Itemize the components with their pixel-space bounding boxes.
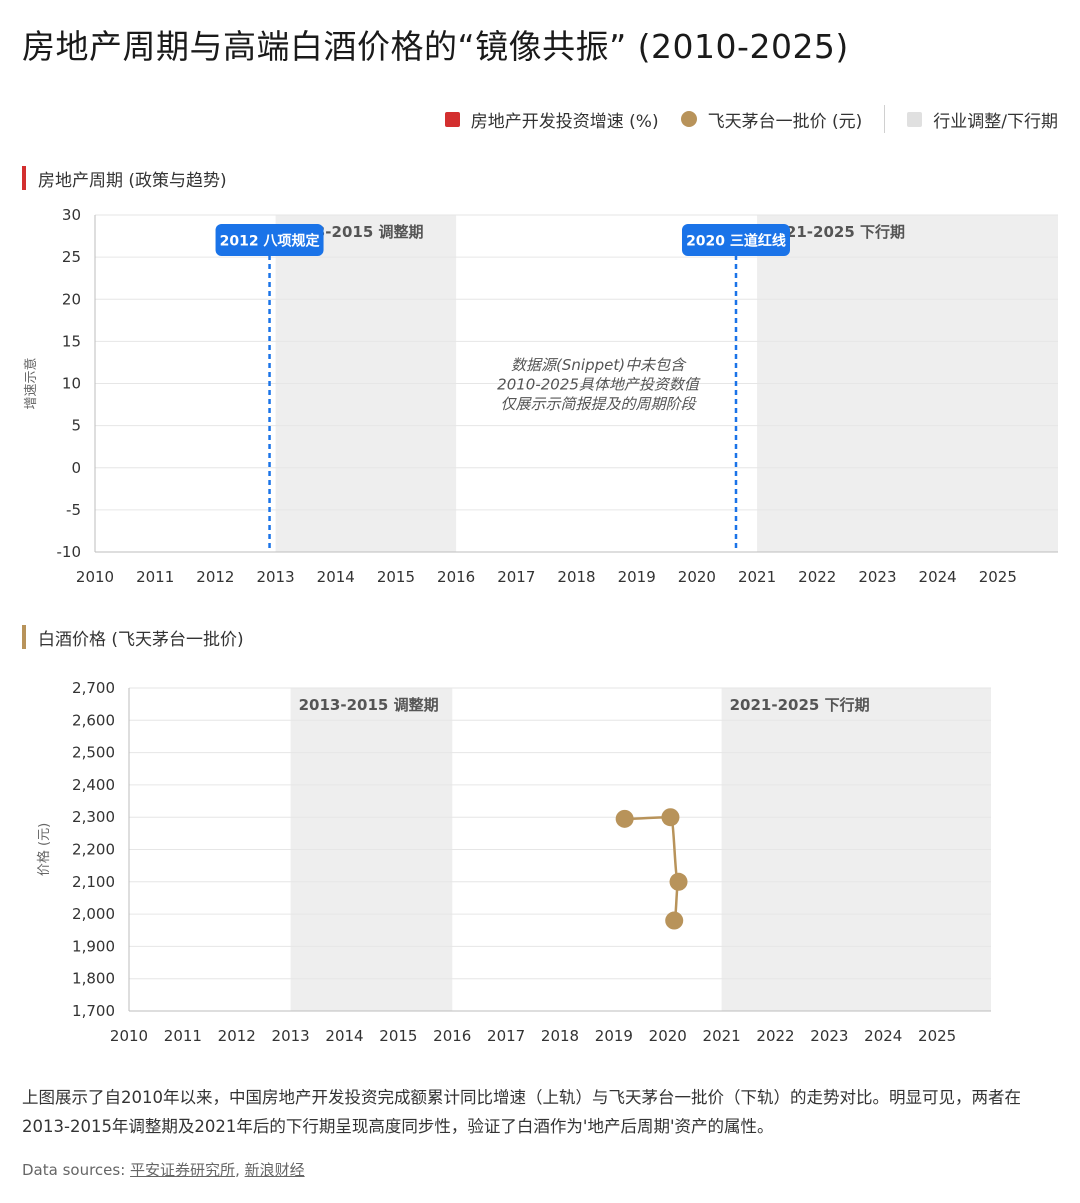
legend-divider <box>884 105 886 133</box>
annotation-line: 仅展示示简报提及的周期阶段 <box>501 395 698 413</box>
x-tick-label: 2015 <box>379 1027 417 1045</box>
y-tick-label: 1,700 <box>72 1002 115 1020</box>
x-tick-label: 2019 <box>618 568 656 586</box>
y-tick-label: 2,400 <box>72 776 115 794</box>
event-badge <box>681 224 790 256</box>
price-point <box>661 808 680 827</box>
y-tick-label: 25 <box>62 248 81 266</box>
x-tick-label: 2012 <box>218 1027 256 1045</box>
x-tick-label: 2023 <box>858 568 896 586</box>
price-point <box>669 872 688 891</box>
chart-title: 房地产周期与高端白酒价格的“镜像共振” (2010-2025) <box>22 27 849 66</box>
legend-label: 房地产开发投资增速 (%) <box>470 111 659 132</box>
x-tick-label: 2025 <box>918 1027 956 1045</box>
legend-item-investment: 房地产开发投资增速 (%) <box>444 107 659 132</box>
x-tick-label: 2017 <box>497 568 535 586</box>
x-tick-label: 2021 <box>738 568 776 586</box>
liquor-price-chart: 1,700 1,800 1,900 2,000 2,100 2,200 2,300 2,400… <box>36 679 991 1045</box>
y-tick-label: 5 <box>71 417 81 435</box>
section-label: 房地产周期 (政策与趋势) <box>38 170 227 191</box>
x-tick-label: 2024 <box>864 1027 902 1045</box>
period-label: 2013-2015 调整期 <box>299 696 439 714</box>
period-label: 2021-2025 下行期 <box>730 696 870 714</box>
x-tick-label: 2016 <box>433 1027 471 1045</box>
x-tick-label: 2011 <box>136 568 174 586</box>
x-tick-label: 2020 <box>678 568 716 586</box>
y-tick-label: 1,800 <box>72 970 115 988</box>
x-tick-label: 2022 <box>798 568 836 586</box>
y-tick-label: 2,200 <box>72 841 115 859</box>
event-badge <box>215 224 324 256</box>
event-label: 2012 八项规定 <box>220 233 320 250</box>
x-tick-label: 2025 <box>979 568 1017 586</box>
y-tick-label: 2,600 <box>72 711 115 729</box>
section-header-top: 房地产周期 (政策与趋势) <box>22 166 227 191</box>
x-tick-label: 2017 <box>487 1027 525 1045</box>
y-tick-label: 20 <box>62 290 81 308</box>
x-tick-label: 2020 <box>649 1027 687 1045</box>
y-tick-label: 2,100 <box>72 873 115 891</box>
x-tick-label: 2013 <box>272 1027 310 1045</box>
legend-swatch-gray <box>907 111 923 127</box>
x-tick-label: 2014 <box>317 568 355 586</box>
y-tick-label: -10 <box>57 543 82 561</box>
data-sources: Data sources: 平安证券研究所, 新浪财经 <box>22 1161 305 1179</box>
section-label: 白酒价格 (飞天茅台一批价) <box>38 629 244 650</box>
x-tick-label: 2015 <box>377 568 415 586</box>
section-header-bottom: 白酒价格 (飞天茅台一批价) <box>22 625 244 650</box>
chart-description: 上图展示了自2010年以来，中国房地产开发投资完成额累计同比增速（上轨）与飞天茅… <box>22 1088 1021 1136</box>
legend-swatch-red <box>444 111 460 127</box>
y-axis-label: 增速示意 <box>23 357 39 409</box>
y-tick-label: 1,900 <box>72 937 115 955</box>
legend: 房地产开发投资增速 (%) 飞天茅台一批价 (元) 行业调整/下行期 <box>423 105 1058 133</box>
source-link-sina[interactable]: 新浪财经 <box>244 1161 305 1179</box>
y-tick-label: 0 <box>71 459 81 477</box>
y-tick-label: 15 <box>62 332 81 350</box>
x-tick-label: 2023 <box>810 1027 848 1045</box>
x-tick-label: 2022 <box>756 1027 794 1045</box>
x-tick-label: 2019 <box>595 1027 633 1045</box>
x-tick-label: 2012 <box>196 568 234 586</box>
y-tick-label: -5 <box>66 501 81 519</box>
annotation-line: 2010-2025具体地产投资数值 <box>497 376 701 394</box>
y-tick-label: 2,300 <box>72 808 115 826</box>
price-point <box>615 809 634 828</box>
x-tick-label: 2018 <box>557 568 595 586</box>
price-point <box>665 911 684 930</box>
legend-item-period: 行业调整/下行期 <box>907 107 1058 132</box>
y-axis-label: 价格 (元) <box>36 823 52 876</box>
x-tick-label: 2024 <box>919 568 957 586</box>
legend-label: 行业调整/下行期 <box>933 111 1058 132</box>
x-tick-label: 2011 <box>164 1027 202 1045</box>
y-tick-label: 2,000 <box>72 905 115 923</box>
annotation-line: 数据源(Snippet)中未包含 <box>511 356 687 374</box>
x-tick-label: 2018 <box>541 1027 579 1045</box>
legend-label: 飞天茅台一批价 (元) <box>707 111 863 132</box>
y-tick-label: 10 <box>62 375 81 393</box>
x-tick-label: 2010 <box>76 568 114 586</box>
section-marker-gold <box>22 625 26 649</box>
y-tick-label: 2,500 <box>72 744 115 762</box>
price-line <box>624 815 680 922</box>
source-link-pingan[interactable]: 平安证券研究所 <box>130 1161 236 1179</box>
x-tick-label: 2016 <box>437 568 475 586</box>
y-tick-label: 30 <box>62 206 81 224</box>
x-tick-label: 2021 <box>703 1027 741 1045</box>
x-tick-label: 2010 <box>110 1027 148 1045</box>
x-tick-label: 2014 <box>325 1027 363 1045</box>
event-label: 2020 三道红线 <box>686 233 786 250</box>
sources-prefix: Data sources: <box>22 1161 131 1179</box>
legend-swatch-gold <box>680 111 697 127</box>
section-marker-red <box>22 166 26 190</box>
x-tick-label: 2013 <box>256 568 294 586</box>
period-label: 2021-2025 下行期 <box>765 223 905 241</box>
y-tick-label: 2,700 <box>72 679 115 697</box>
legend-item-price: 飞天茅台一批价 (元) <box>680 107 863 132</box>
